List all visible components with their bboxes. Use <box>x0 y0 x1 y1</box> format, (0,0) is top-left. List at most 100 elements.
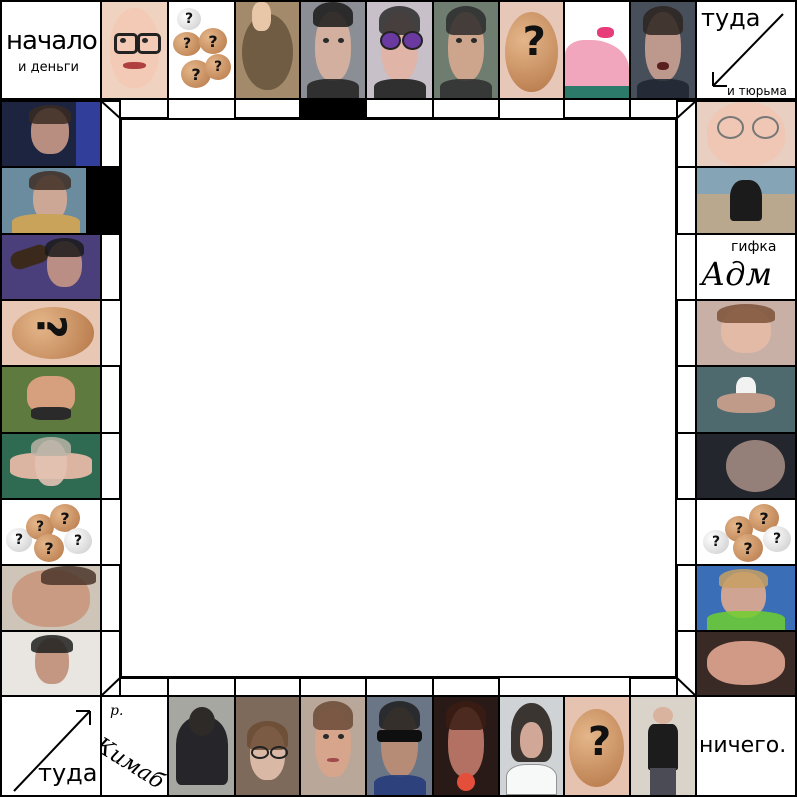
tile-photo <box>301 2 365 98</box>
board-tile-top-8[interactable] <box>563 0 631 100</box>
tile-photo <box>631 2 695 98</box>
board-tile-left-3[interactable] <box>0 233 102 301</box>
board-tile-left-1[interactable] <box>0 100 102 168</box>
tile-strip <box>676 100 697 168</box>
corner-go-to-jail[interactable]: туда и тюрьма <box>695 0 797 100</box>
potato-icon: ? <box>177 8 201 30</box>
board-tile-left-6[interactable] <box>0 432 102 500</box>
scribble-text: Кимаб <box>100 733 169 795</box>
board-tile-top-7-chance[interactable]: ? <box>498 0 565 100</box>
tile-strip <box>167 677 236 697</box>
scribble-text: р. <box>110 703 124 719</box>
potato-icon: ? <box>50 504 80 532</box>
board-tile-top-3[interactable] <box>234 0 301 100</box>
tile-strip <box>100 233 121 301</box>
potato-icon: ? <box>733 534 763 562</box>
board-tile-left-7-chance[interactable]: ? ? ? ? ? <box>0 498 102 566</box>
tile-strip <box>299 98 367 119</box>
diagonal-arrow-down-left-icon <box>712 13 784 87</box>
potato-icon: ? <box>64 528 92 554</box>
board-tile-left-2[interactable] <box>0 166 102 235</box>
tile-strip <box>676 630 697 697</box>
gif-label: гифка <box>731 239 777 255</box>
board-tile-bottom-5[interactable] <box>365 695 434 797</box>
board-tile-right-5[interactable] <box>695 365 797 434</box>
board-tile-top-1[interactable] <box>100 0 169 100</box>
board-tile-right-8[interactable] <box>695 564 797 632</box>
tile-photo <box>169 697 234 795</box>
board-tile-left-5[interactable] <box>0 365 102 434</box>
question-mark-icon: ? <box>27 314 74 339</box>
board-tile-left-8[interactable] <box>0 564 102 632</box>
board-tile-bottom-3[interactable] <box>234 695 301 797</box>
board-tile-bottom-1[interactable]: р. Кимаб <box>100 695 169 797</box>
tile-photo <box>2 632 100 695</box>
board-tile-top-6[interactable] <box>432 0 500 100</box>
tile-photo <box>301 697 365 795</box>
tile-photo <box>2 367 100 432</box>
tile-strip <box>100 630 121 697</box>
board-tile-right-2[interactable] <box>695 166 797 235</box>
tile-photo <box>697 434 795 498</box>
corner-go-to-jail-subtitle: и тюрьма <box>727 84 787 98</box>
board-tile-bottom-7[interactable] <box>498 695 565 797</box>
tile-strip <box>676 365 697 434</box>
corner-go-there[interactable]: туда <box>0 695 102 797</box>
board-tile-bottom-9[interactable] <box>629 695 697 797</box>
tile-photo <box>2 235 100 299</box>
tile-strip <box>234 98 301 119</box>
potato-icon: ? <box>763 526 791 552</box>
corner-start-title: начало <box>6 26 98 56</box>
tile-strip <box>676 299 697 367</box>
tile-photo <box>2 566 100 630</box>
board-tile-top-9[interactable] <box>629 0 697 100</box>
tile-strip <box>100 166 121 235</box>
board-tile-bottom-6[interactable] <box>432 695 500 797</box>
board-tile-right-1[interactable] <box>695 100 797 168</box>
tile-photo <box>434 697 498 795</box>
tile-strip <box>676 564 697 632</box>
board-tile-bottom-2[interactable] <box>167 695 236 797</box>
board-tile-right-4[interactable] <box>695 299 797 367</box>
board-tile-right-7-chance[interactable]: ? ? ? ? ? <box>695 498 797 566</box>
tile-strip <box>100 432 121 500</box>
board-tile-right-6[interactable] <box>695 432 797 500</box>
corner-start[interactable]: начало и деньги <box>0 0 102 100</box>
potato-icon: ? <box>749 504 779 532</box>
tile-strip <box>365 98 434 119</box>
diagonal-arrow-up-right-icon <box>13 710 91 792</box>
tile-strip <box>563 98 631 119</box>
potato-icon: ? <box>703 530 729 554</box>
tile-strip <box>100 564 121 632</box>
tile-strip <box>432 677 500 697</box>
tile-strip <box>100 100 121 168</box>
board-tile-top-5[interactable] <box>365 0 434 100</box>
tile-photo <box>500 697 563 795</box>
board-tile-left-9[interactable] <box>0 630 102 697</box>
tile-photo <box>631 697 695 795</box>
board-tile-bottom-8-chance[interactable]: ? <box>563 695 631 797</box>
tile-photo <box>2 102 100 166</box>
board-tile-left-4-chance[interactable]: ? <box>0 299 102 367</box>
tile-strip <box>100 365 121 434</box>
corner-go-to-jail-title: туда <box>701 4 761 32</box>
corner-go-there-title: туда <box>38 759 98 787</box>
tile-photo <box>236 2 299 98</box>
corner-nothing[interactable]: ничего. <box>695 695 797 797</box>
scribble-text: Адм <box>701 255 773 293</box>
board-tile-top-2-chance[interactable]: ? ? ? ? ? <box>167 0 236 100</box>
tile-photo <box>367 2 432 98</box>
tile-photo <box>697 168 795 233</box>
board-tile-right-3-gif[interactable]: гифка Адм <box>695 233 797 301</box>
board-tile-top-4[interactable] <box>299 0 367 100</box>
potato-icon: ? <box>34 534 64 562</box>
potato-icon: ? <box>199 28 227 54</box>
tile-photo <box>697 566 795 630</box>
tile-strip <box>234 677 301 697</box>
board-tile-bottom-4[interactable] <box>299 695 367 797</box>
tile-strip <box>299 677 367 697</box>
board-tile-right-9[interactable] <box>695 630 797 697</box>
corner-nothing-title: ничего. <box>699 733 787 758</box>
question-mark-icon: ? <box>522 19 546 66</box>
